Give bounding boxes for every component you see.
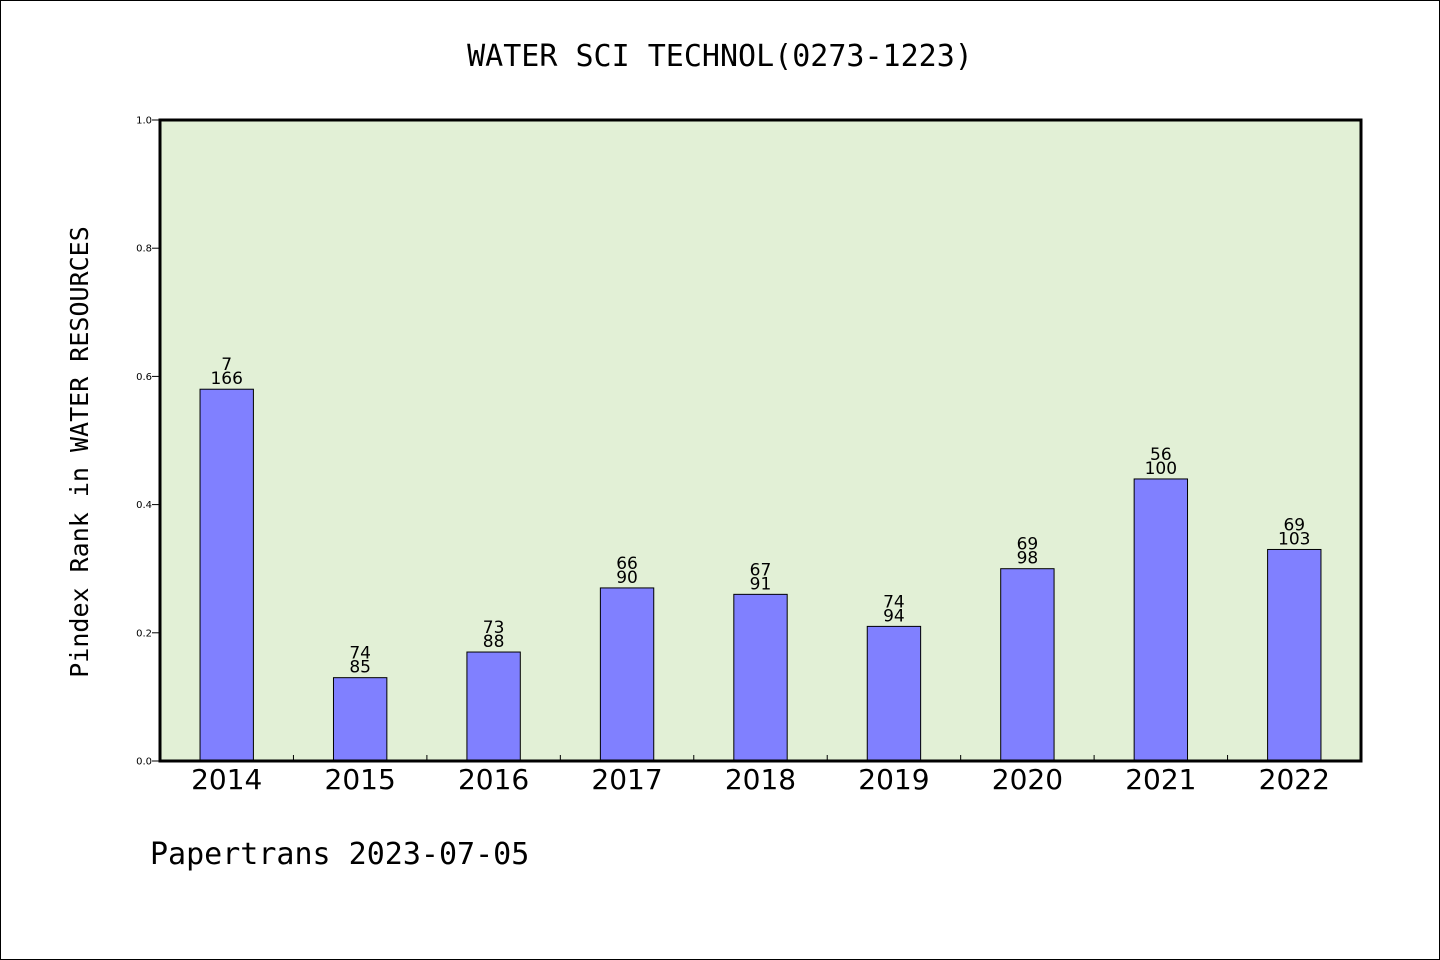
bar <box>866 625 922 762</box>
bar <box>466 651 521 762</box>
bar-label-top: 74 <box>883 592 905 612</box>
x-tick-label: 2022 <box>1259 763 1330 796</box>
bar-label-bottom: 103 <box>1278 529 1310 549</box>
x-axis: 2014 2015 2016 2017 2018 2019 2020 2021 2022 <box>191 755 1330 796</box>
x-tick-label: 2015 <box>325 763 396 796</box>
y-axis: 0.0 0.2 0.4 0.6 0.8 1.0 <box>136 116 160 768</box>
bar <box>199 388 254 762</box>
bar-label-top: 67 <box>750 560 772 580</box>
bar-label-top: 73 <box>483 618 505 638</box>
bar-label-bottom: 100 <box>1145 459 1177 479</box>
y-tick-label: 0.4 <box>136 500 152 511</box>
plot-border <box>158 118 1363 763</box>
bar <box>1267 548 1322 762</box>
y-tick-label: 0.8 <box>136 244 152 255</box>
bar <box>733 593 788 762</box>
bar-label-bottom: 90 <box>616 568 638 588</box>
bar <box>1133 478 1189 762</box>
y-tick-label: 0.6 <box>136 372 152 383</box>
y-tick-label: 0.2 <box>136 628 152 639</box>
chart-title: WATER SCI TECHNOL(0273-1223) <box>467 39 973 74</box>
x-tick-label: 2019 <box>858 763 929 796</box>
bar <box>599 587 655 762</box>
bar-label-bottom: 85 <box>349 658 371 678</box>
x-tick-label: 2016 <box>458 763 529 796</box>
bar-label-top: 56 <box>1150 445 1172 465</box>
bar-label-bottom: 94 <box>883 606 905 626</box>
y-tick-label: 1.0 <box>136 116 152 127</box>
bar <box>332 677 388 762</box>
y-axis-label: Pindex Rank in WATER RESOURCES <box>65 226 94 678</box>
bar <box>1000 568 1055 762</box>
bar-label-top: 66 <box>616 554 638 574</box>
footer-credit: Papertrans 2023-07-05 <box>150 837 529 872</box>
bar-label-top: 74 <box>349 644 371 664</box>
y-tick-label: 0.0 <box>136 757 152 768</box>
bar-label-top: 69 <box>1283 515 1305 535</box>
bar-label-top: 7 <box>221 355 232 375</box>
bar-label-bottom: 98 <box>1017 549 1039 569</box>
x-tick-label: 2020 <box>992 763 1063 796</box>
bar-label-bottom: 91 <box>750 574 772 594</box>
x-tick-label: 2021 <box>1125 763 1196 796</box>
x-tick-label: 2018 <box>725 763 796 796</box>
bar-label-bottom: 88 <box>483 632 505 652</box>
bar-label-bottom: 166 <box>210 369 242 389</box>
bar-label-top: 69 <box>1017 535 1039 555</box>
x-tick-label: 2017 <box>591 763 662 796</box>
x-tick-label: 2014 <box>191 763 262 796</box>
